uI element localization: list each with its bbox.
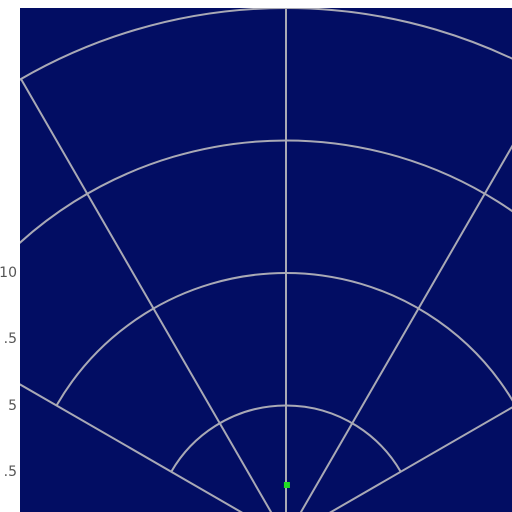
bearing-spoke-4 <box>299 144 512 512</box>
range-label-4: .5 <box>3 463 17 480</box>
radar-targets <box>283 482 290 489</box>
range-label-3: 5 <box>8 397 17 414</box>
range-label-2: .5 <box>3 331 17 348</box>
radar-target-1 <box>283 482 290 489</box>
radar-plot-background <box>20 8 512 512</box>
range-label-1: 10 <box>0 265 17 281</box>
bearing-spoke-1 <box>20 383 243 512</box>
bearing-spoke-2 <box>20 78 273 512</box>
bearing-spokes <box>20 8 512 512</box>
bearing-spoke-5 <box>329 406 512 512</box>
